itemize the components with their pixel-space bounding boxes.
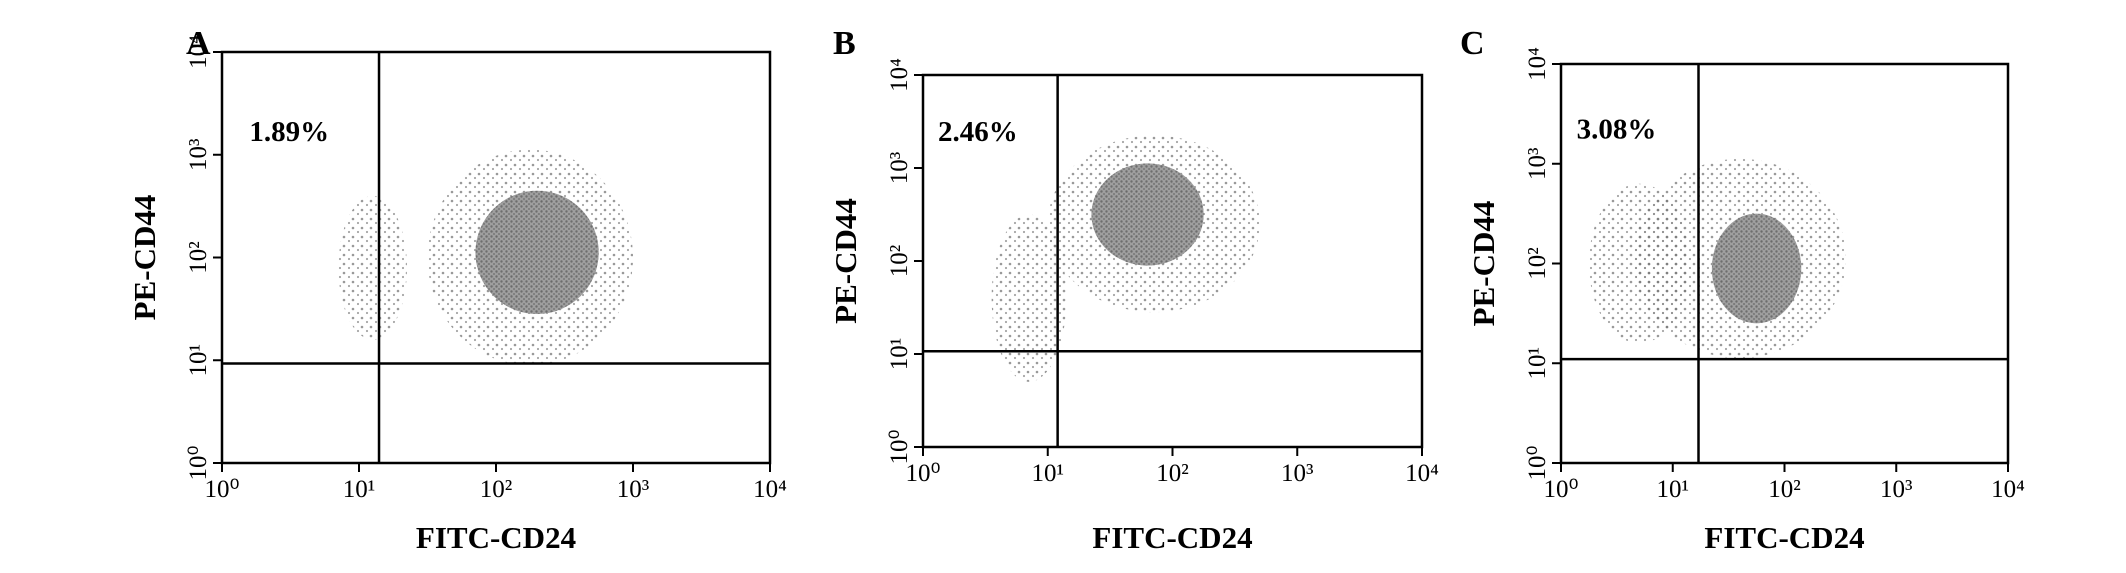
- y-tick-label: 10⁰: [185, 445, 212, 480]
- x-tick-label: 10⁴: [753, 476, 787, 503]
- x-tick-label: 10³: [1880, 476, 1913, 503]
- panel-label: B: [833, 25, 856, 62]
- quadrant-percentage: 1.89%: [249, 116, 329, 148]
- quadrant-percentage: 2.46%: [938, 116, 1018, 148]
- x-tick-label: 10⁰: [1543, 476, 1578, 503]
- panel: 10⁰ 10¹ 10² 10³ 10⁴ 10⁰ 10¹ 10² 10³ 10⁴ 3.08% FITC-…: [1460, 25, 2025, 555]
- x-tick-label: 10⁴: [1405, 460, 1439, 487]
- x-tick-label: 10²: [1156, 460, 1189, 487]
- event-cloud: [1091, 163, 1204, 266]
- event-cloud: [991, 214, 1067, 382]
- quadrant-percentage: 3.08%: [1577, 113, 1657, 145]
- event-cloud: [338, 195, 407, 340]
- panel-label: C: [1460, 25, 1485, 62]
- x-tick-label: 10¹: [1032, 460, 1065, 487]
- y-axis-title: PE-CD44: [127, 195, 162, 321]
- y-tick-label: 10⁰: [1524, 445, 1551, 480]
- x-tick-label: 10⁴: [1991, 476, 2025, 503]
- event-cloud: [1588, 183, 1690, 344]
- event-cloud-group: [338, 149, 633, 366]
- x-tick-label: 10³: [1281, 460, 1314, 487]
- x-tick-label: 10⁰: [204, 476, 239, 503]
- x-tick-label: 10¹: [1657, 476, 1690, 503]
- x-tick-label: 10¹: [343, 476, 376, 503]
- y-tick-label: 10¹: [185, 344, 212, 377]
- y-tick-label: 10⁴: [886, 58, 913, 92]
- event-cloud-group: [1588, 158, 1846, 359]
- panel: 10⁰ 10¹ 10² 10³ 10⁴ 10⁰ 10¹ 10² 10³ 10⁴ 2.46% FITC-…: [828, 25, 1439, 555]
- y-tick-label: 10³: [185, 138, 212, 171]
- y-tick-label: 10⁰: [886, 429, 913, 464]
- y-tick-label: 10³: [886, 151, 913, 184]
- panel: 10⁰ 10¹ 10² 10³ 10⁴ 10⁰ 10¹ 10² 10³ 10⁴ 1.89% FITC-…: [127, 25, 787, 555]
- y-axis-title: PE-CD44: [828, 198, 863, 324]
- x-tick-label: 10⁰: [905, 460, 940, 487]
- x-tick-label: 10²: [1768, 476, 1801, 503]
- x-axis-title: FITC-CD24: [416, 520, 576, 555]
- y-tick-label: 10²: [1524, 247, 1551, 280]
- x-axis-title: FITC-CD24: [1704, 520, 1864, 555]
- y-tick-label: 10²: [886, 245, 913, 278]
- x-tick-label: 10²: [480, 476, 513, 503]
- y-axis-title: PE-CD44: [1466, 201, 1501, 327]
- y-tick-label: 10⁴: [1524, 47, 1551, 81]
- y-tick-label: 10⁴: [185, 35, 212, 69]
- y-tick-label: 10¹: [1524, 347, 1551, 380]
- y-tick-label: 10³: [1524, 147, 1551, 180]
- x-tick-label: 10³: [617, 476, 650, 503]
- event-cloud: [1711, 213, 1802, 324]
- x-axis-title: FITC-CD24: [1092, 520, 1252, 555]
- y-tick-label: 10¹: [886, 338, 913, 371]
- panel-label: A: [186, 25, 211, 62]
- event-cloud-group: [991, 135, 1260, 382]
- y-tick-label: 10²: [185, 241, 212, 274]
- event-cloud: [475, 190, 599, 315]
